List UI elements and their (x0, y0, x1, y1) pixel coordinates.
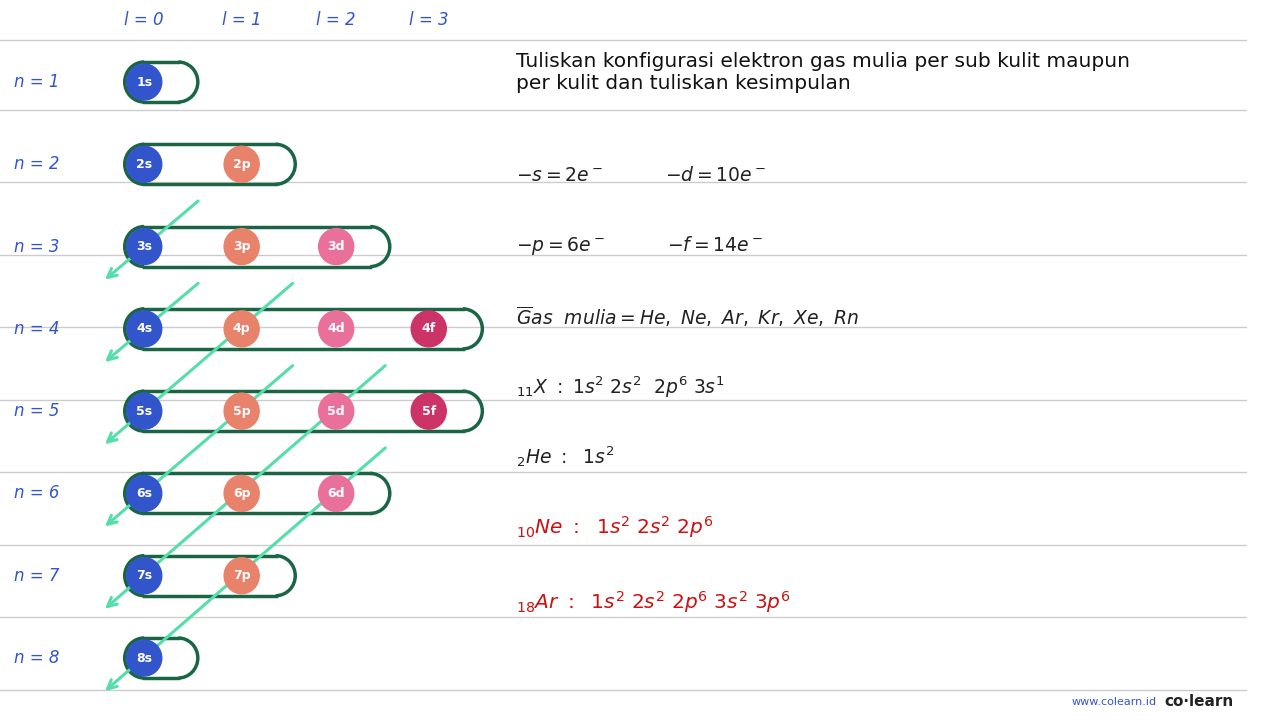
Text: $_2 He\ :\ \ 1s^2$: $_2 He\ :\ \ 1s^2$ (516, 445, 614, 469)
Text: 2p: 2p (233, 158, 251, 171)
Circle shape (127, 558, 161, 594)
Text: 7p: 7p (233, 570, 251, 582)
Text: 5d: 5d (328, 405, 346, 418)
Text: l = 2: l = 2 (316, 11, 356, 29)
Text: 4s: 4s (136, 323, 152, 336)
Text: n = 1: n = 1 (14, 73, 60, 91)
Circle shape (127, 146, 161, 182)
Text: 3s: 3s (136, 240, 152, 253)
Text: 4p: 4p (233, 323, 251, 336)
Text: 1s: 1s (136, 76, 152, 89)
Text: $_{10} Ne\ :\ \ 1s^2\ 2s^2\ 2p^6$: $_{10} Ne\ :\ \ 1s^2\ 2s^2\ 2p^6$ (516, 514, 714, 540)
Text: $- s = 2e^-$          $-d = 10e^-$: $- s = 2e^-$ $-d = 10e^-$ (516, 166, 767, 184)
Circle shape (224, 311, 259, 347)
Circle shape (224, 393, 259, 429)
Text: $\overline{G}as\ \ mulia = He,\ Ne,\ Ar,\ Kr,\ Xe,\ Rn$: $\overline{G}as\ \ mulia = He,\ Ne,\ Ar,… (516, 305, 860, 329)
Circle shape (319, 228, 353, 264)
Text: l = 0: l = 0 (124, 11, 164, 29)
Circle shape (127, 640, 161, 676)
Text: 3d: 3d (328, 240, 344, 253)
Circle shape (411, 393, 447, 429)
Text: 3p: 3p (233, 240, 251, 253)
Circle shape (319, 393, 353, 429)
Text: n = 5: n = 5 (14, 402, 60, 420)
Circle shape (127, 311, 161, 347)
Text: l = 3: l = 3 (408, 11, 448, 29)
Text: 6p: 6p (233, 487, 251, 500)
Text: $_{18} Ar\ :\ \ 1s^2\ 2s^2\ 2p^6\ 3s^2\ 3p^6$: $_{18} Ar\ :\ \ 1s^2\ 2s^2\ 2p^6\ 3s^2\ … (516, 589, 791, 615)
Circle shape (127, 475, 161, 511)
Circle shape (319, 475, 353, 511)
Circle shape (127, 64, 161, 100)
Circle shape (224, 558, 259, 594)
Text: 5f: 5f (421, 405, 436, 418)
Text: n = 4: n = 4 (14, 320, 60, 338)
Circle shape (411, 311, 447, 347)
Circle shape (319, 311, 353, 347)
Circle shape (127, 393, 161, 429)
Text: 8s: 8s (136, 652, 152, 665)
Text: n = 8: n = 8 (14, 649, 60, 667)
Text: 6d: 6d (328, 487, 344, 500)
Text: n = 7: n = 7 (14, 567, 60, 585)
Text: $_{11} X\ :\ 1s^2\ 2s^2\ \ 2p^6\ 3s^1$: $_{11} X\ :\ 1s^2\ 2s^2\ \ 2p^6\ 3s^1$ (516, 374, 726, 400)
Text: 7s: 7s (136, 570, 152, 582)
Text: 6s: 6s (136, 487, 152, 500)
Text: www.colearn.id: www.colearn.id (1071, 697, 1157, 707)
Text: n = 2: n = 2 (14, 156, 60, 174)
Circle shape (224, 228, 259, 264)
Text: 5p: 5p (233, 405, 251, 418)
Text: n = 6: n = 6 (14, 485, 60, 503)
Text: $- p = 6e^-$          $-f = 14e^-$: $- p = 6e^-$ $-f = 14e^-$ (516, 233, 763, 256)
Circle shape (127, 228, 161, 264)
Text: 5s: 5s (136, 405, 152, 418)
Text: Tuliskan konfigurasi elektron gas mulia per sub kulit maupun
per kulit dan tulis: Tuliskan konfigurasi elektron gas mulia … (516, 52, 1130, 92)
Text: 4d: 4d (328, 323, 346, 336)
Text: co·learn: co·learn (1165, 695, 1234, 709)
Circle shape (224, 146, 259, 182)
Circle shape (224, 475, 259, 511)
Text: 2s: 2s (136, 158, 152, 171)
Text: n = 3: n = 3 (14, 238, 60, 256)
Text: 4f: 4f (421, 323, 436, 336)
Text: l = 1: l = 1 (221, 11, 261, 29)
